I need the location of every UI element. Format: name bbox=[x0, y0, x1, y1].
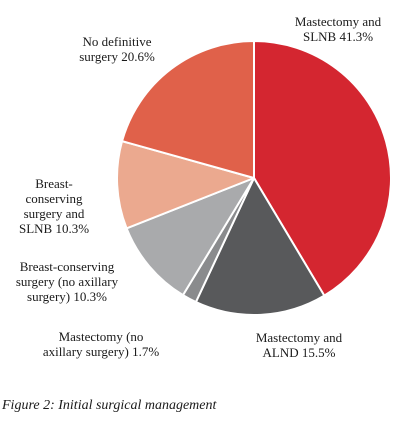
pie-slice-label-line: No definitive bbox=[83, 34, 152, 49]
pie-slice-label-line: Breast-conserving bbox=[20, 259, 115, 274]
pie-slice-label-line: Breast- bbox=[35, 176, 73, 191]
pie-slice-4 bbox=[125, 177, 255, 297]
pie-slice-label-2: Mastectomy and ALND 15.5% bbox=[256, 330, 343, 360]
pie-slice-label-line: SLNB 10.3% bbox=[19, 221, 89, 236]
figure-caption: Figure 2: Initial surgical management bbox=[2, 398, 217, 413]
pie-slices bbox=[116, 40, 392, 316]
pie-slice-label-line: ALND 15.5% bbox=[263, 345, 336, 360]
pie-slice-label-5: Breast-conserving surgery and SLNB 10.3% bbox=[19, 176, 89, 236]
pie-slice-label-6: No definitive surgery 20.6% bbox=[79, 34, 155, 64]
pie-slice-label-line: Mastectomy and bbox=[295, 14, 382, 29]
pie-slice-2 bbox=[194, 177, 326, 316]
pie-slice-6 bbox=[121, 40, 255, 179]
pie-slice-label-line: Mastectomy (no bbox=[59, 329, 144, 344]
pie-slice-label-line: surgery) 10.3% bbox=[27, 289, 107, 304]
pie-slice-label-line: Mastectomy and bbox=[256, 330, 343, 345]
pie-labels: Mastectomy and SLNB 41.3%Mastectomy and AL… bbox=[16, 14, 382, 360]
pie-chart: Mastectomy and SLNB 41.3%Mastectomy and AL… bbox=[16, 14, 392, 360]
pie-slice-5 bbox=[116, 140, 255, 230]
pie-slice-label-4: Breast-conserving surgery (no axillary sur… bbox=[16, 259, 119, 304]
pie-slice-label-1: Mastectomy and SLNB 41.3% bbox=[295, 14, 382, 44]
pie-slice-label-3: Mastectomy (no axillary surgery) 1.7% bbox=[43, 329, 160, 359]
pie-slice-label-line: SLNB 41.3% bbox=[303, 29, 373, 44]
pie-slice-label-line: surgery and bbox=[24, 206, 85, 221]
pie-slice-label-line: conserving bbox=[25, 191, 83, 206]
pie-slice-label-line: surgery (no axillary bbox=[16, 274, 119, 289]
pie-slice-label-line: surgery 20.6% bbox=[79, 49, 155, 64]
pie-slice-1 bbox=[253, 40, 392, 297]
pie-slice-label-line: axillary surgery) 1.7% bbox=[43, 344, 160, 359]
